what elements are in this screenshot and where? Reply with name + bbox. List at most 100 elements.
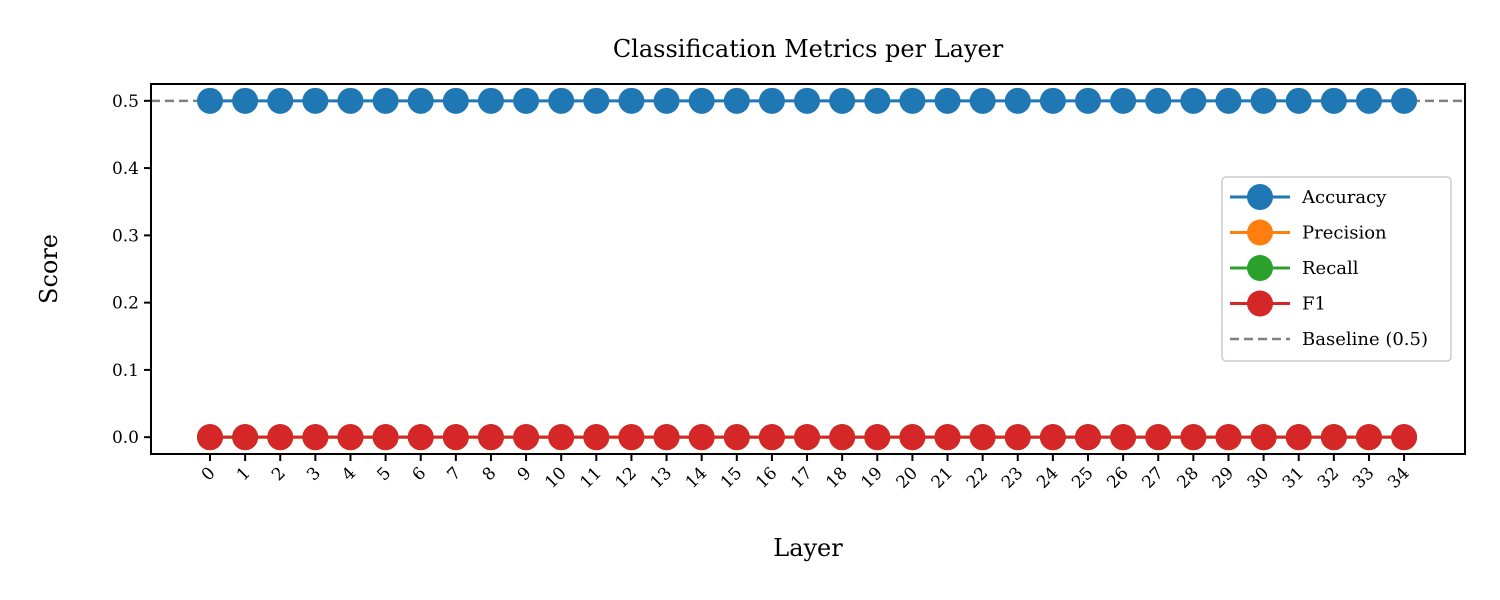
data-point-accuracy [1391, 87, 1418, 114]
data-point-accuracy [548, 87, 575, 114]
data-point-f1 [267, 424, 294, 451]
data-point-f1 [1320, 424, 1347, 451]
x-tick-label: 2 [268, 463, 290, 485]
y-tick-label: 0.2 [112, 294, 139, 314]
legend-box [1221, 176, 1452, 362]
legend-item-f1: F1 [1230, 290, 1326, 317]
data-point-accuracy [723, 87, 750, 114]
x-tick-label: 4 [338, 463, 360, 485]
data-point-f1 [372, 424, 399, 451]
data-point-f1 [758, 424, 785, 451]
data-point-accuracy [1110, 87, 1137, 114]
data-point-accuracy [794, 87, 821, 114]
x-tick-label: 12 [612, 463, 641, 492]
data-point-accuracy [899, 87, 926, 114]
x-tick-label: 30 [1244, 463, 1273, 492]
data-point-f1 [1285, 424, 1312, 451]
data-point-f1 [232, 424, 259, 451]
data-point-accuracy [1285, 87, 1312, 114]
x-tick-label: 27 [1138, 463, 1167, 492]
legend-label: Accuracy [1301, 187, 1387, 208]
data-point-accuracy [372, 87, 399, 114]
data-point-f1 [197, 424, 223, 451]
data-point-accuracy [232, 87, 259, 114]
x-tick-label: 16 [752, 463, 781, 492]
data-point-f1 [688, 424, 715, 451]
data-point-f1 [653, 424, 680, 451]
x-tick-label: 34 [1384, 463, 1413, 492]
data-point-accuracy [513, 87, 540, 114]
x-tick-label: 9 [514, 463, 536, 485]
data-point-f1 [513, 424, 540, 451]
x-tick-label: 26 [1103, 463, 1132, 492]
data-point-f1 [1355, 424, 1382, 451]
data-point-f1 [302, 424, 329, 451]
x-tick-label: 33 [1349, 463, 1378, 492]
x-tick-label: 32 [1314, 463, 1343, 492]
y-tick-label: 0.1 [112, 361, 139, 381]
x-tick-label: 28 [1173, 463, 1202, 492]
data-point-f1 [794, 424, 821, 451]
data-point-f1 [337, 424, 364, 451]
data-point-f1 [1250, 424, 1277, 451]
legend-label: F1 [1302, 294, 1326, 315]
legend-marker [1247, 255, 1273, 281]
x-tick-label: 23 [998, 463, 1027, 492]
legend-marker [1247, 184, 1273, 210]
data-point-f1 [548, 424, 575, 451]
data-point-accuracy [969, 87, 996, 114]
data-point-f1 [583, 424, 610, 451]
y-tick-label: 0.0 [112, 428, 139, 448]
data-point-accuracy [1215, 87, 1242, 114]
data-point-accuracy [653, 87, 680, 114]
data-point-accuracy [583, 87, 610, 114]
data-point-accuracy [864, 87, 891, 114]
legend-item-accuracy: Accuracy [1230, 184, 1387, 210]
data-point-f1 [829, 424, 856, 451]
data-point-accuracy [267, 87, 294, 114]
data-point-accuracy [1145, 87, 1172, 114]
series-layer [197, 87, 1418, 451]
legend-item-recall: Recall [1230, 255, 1359, 281]
chart-title: Classification Metrics per Layer [613, 35, 1004, 63]
legend-label: Baseline (0.5) [1302, 329, 1428, 350]
x-tick-label: 25 [1068, 463, 1097, 492]
data-point-accuracy [934, 87, 961, 114]
data-point-f1 [899, 424, 926, 451]
x-tick-label: 0 [198, 463, 220, 485]
x-axis-label: Layer [773, 534, 843, 562]
data-point-f1 [1215, 424, 1242, 451]
data-point-accuracy [337, 87, 364, 114]
legend-item-precision: Precision [1230, 219, 1387, 246]
data-point-f1 [1110, 424, 1137, 451]
x-tick-label: 24 [1033, 463, 1062, 492]
x-tick-label: 17 [787, 463, 816, 492]
x-tick-label: 29 [1209, 463, 1238, 492]
y-tick-label: 0.4 [112, 159, 139, 179]
y-tick-label: 0.5 [112, 92, 139, 112]
x-tick-label: 10 [541, 463, 570, 492]
data-point-f1 [934, 424, 961, 451]
data-point-f1 [407, 424, 434, 451]
legend-marker [1247, 219, 1273, 246]
data-point-accuracy [1250, 87, 1277, 114]
x-axis: 0 1 2 3 4 5 6 7 8 9 10 11 12 13 14 15 16 17 18 19 20 21 22 23 24… [198, 454, 1414, 493]
data-point-f1 [477, 424, 504, 451]
data-point-accuracy [758, 87, 785, 114]
data-point-accuracy [407, 87, 434, 114]
data-point-accuracy [1039, 87, 1066, 114]
data-point-accuracy [688, 87, 715, 114]
x-tick-label: 19 [857, 463, 886, 492]
data-point-accuracy [442, 87, 469, 114]
x-tick-label: 3 [303, 463, 325, 485]
data-point-accuracy [1355, 87, 1382, 114]
series-f1 [197, 424, 1418, 451]
x-tick-label: 11 [576, 463, 605, 492]
legend-marker [1247, 290, 1273, 317]
x-tick-label: 7 [444, 463, 466, 485]
data-point-accuracy [829, 87, 856, 114]
x-tick-label: 1 [233, 463, 255, 485]
legend-label: Recall [1302, 258, 1359, 279]
legend-label: Precision [1302, 223, 1387, 244]
data-point-f1 [1039, 424, 1066, 451]
